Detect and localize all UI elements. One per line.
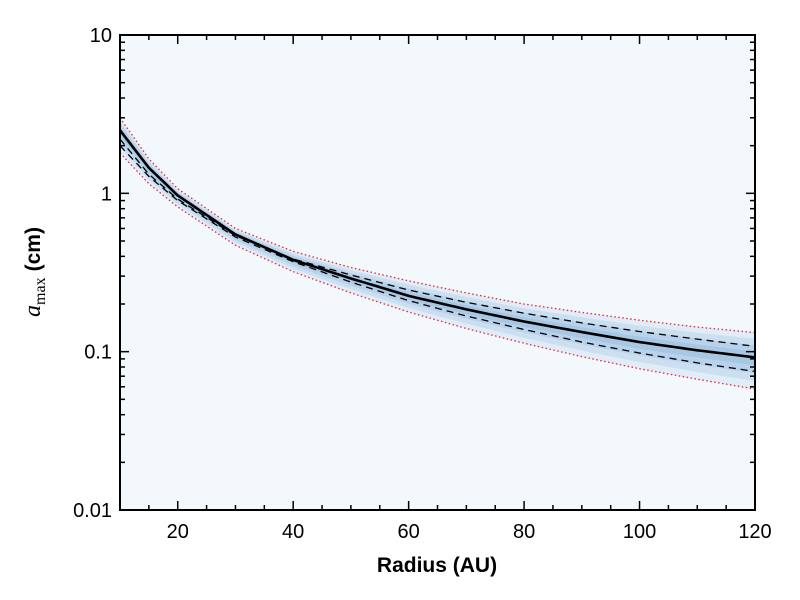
x-tick-labels: 20 40 60 80 100 120: [167, 521, 772, 543]
x-tick-label: 100: [623, 521, 656, 543]
y-axis-title: amax(cm): [20, 227, 49, 317]
band-layer-0: [120, 117, 755, 390]
x-axis-title: Radius (AU): [377, 554, 497, 577]
y-tick-label: 1: [101, 183, 112, 205]
plot-background: [120, 35, 755, 510]
y-tick-labels: 0.01 0.1 1 10: [73, 25, 112, 522]
axis-ticks: [119, 34, 756, 511]
series-line-dotted-3: [120, 117, 755, 334]
series-line-dotted-4: [120, 152, 755, 390]
y-tick-label: 0.1: [84, 342, 112, 364]
x-tick-label: 80: [513, 521, 535, 543]
series-lines: [120, 117, 755, 390]
y-tick-label: 10: [90, 25, 112, 47]
y-tick-label: 0.01: [73, 500, 112, 522]
series-line-dashed-2: [120, 145, 755, 373]
band-layer-1: [120, 120, 755, 382]
series-line-dashed-1: [120, 138, 755, 348]
x-tick-label: 20: [167, 521, 189, 543]
x-tick-label: 60: [398, 521, 420, 543]
x-tick-label: 40: [282, 521, 304, 543]
x-tick-label: 120: [738, 521, 771, 543]
series-line-main: [120, 129, 755, 359]
